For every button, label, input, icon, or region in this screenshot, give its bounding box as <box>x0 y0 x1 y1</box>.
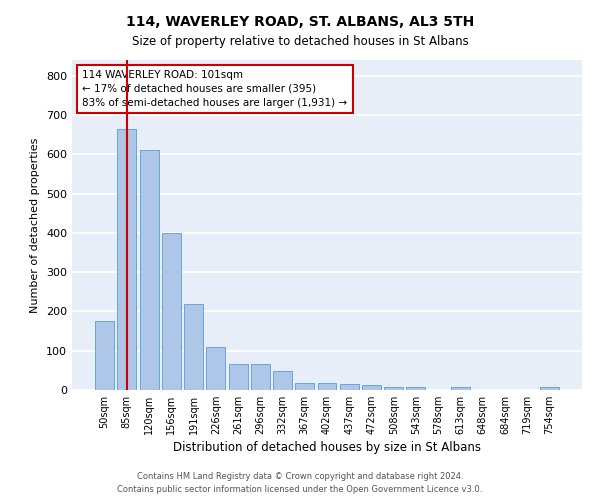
Y-axis label: Number of detached properties: Number of detached properties <box>31 138 40 312</box>
Bar <box>406 387 425 390</box>
Bar <box>206 347 225 390</box>
Bar <box>540 387 559 390</box>
Text: Contains HM Land Registry data © Crown copyright and database right 2024.
Contai: Contains HM Land Registry data © Crown c… <box>118 472 482 494</box>
Bar <box>273 371 292 390</box>
Bar <box>162 233 181 390</box>
Text: Size of property relative to detached houses in St Albans: Size of property relative to detached ho… <box>131 35 469 48</box>
Bar <box>229 364 248 390</box>
Bar <box>118 128 136 390</box>
Text: 114, WAVERLEY ROAD, ST. ALBANS, AL3 5TH: 114, WAVERLEY ROAD, ST. ALBANS, AL3 5TH <box>126 15 474 29</box>
Text: 114 WAVERLEY ROAD: 101sqm
← 17% of detached houses are smaller (395)
83% of semi: 114 WAVERLEY ROAD: 101sqm ← 17% of detac… <box>82 70 347 108</box>
Bar <box>140 150 158 390</box>
X-axis label: Distribution of detached houses by size in St Albans: Distribution of detached houses by size … <box>173 441 481 454</box>
Bar <box>384 387 403 390</box>
Bar <box>317 384 337 390</box>
Bar <box>251 364 270 390</box>
Bar <box>362 385 381 390</box>
Bar <box>295 383 314 390</box>
Bar <box>451 387 470 390</box>
Bar <box>184 304 203 390</box>
Bar <box>95 322 114 390</box>
Bar <box>340 384 359 390</box>
